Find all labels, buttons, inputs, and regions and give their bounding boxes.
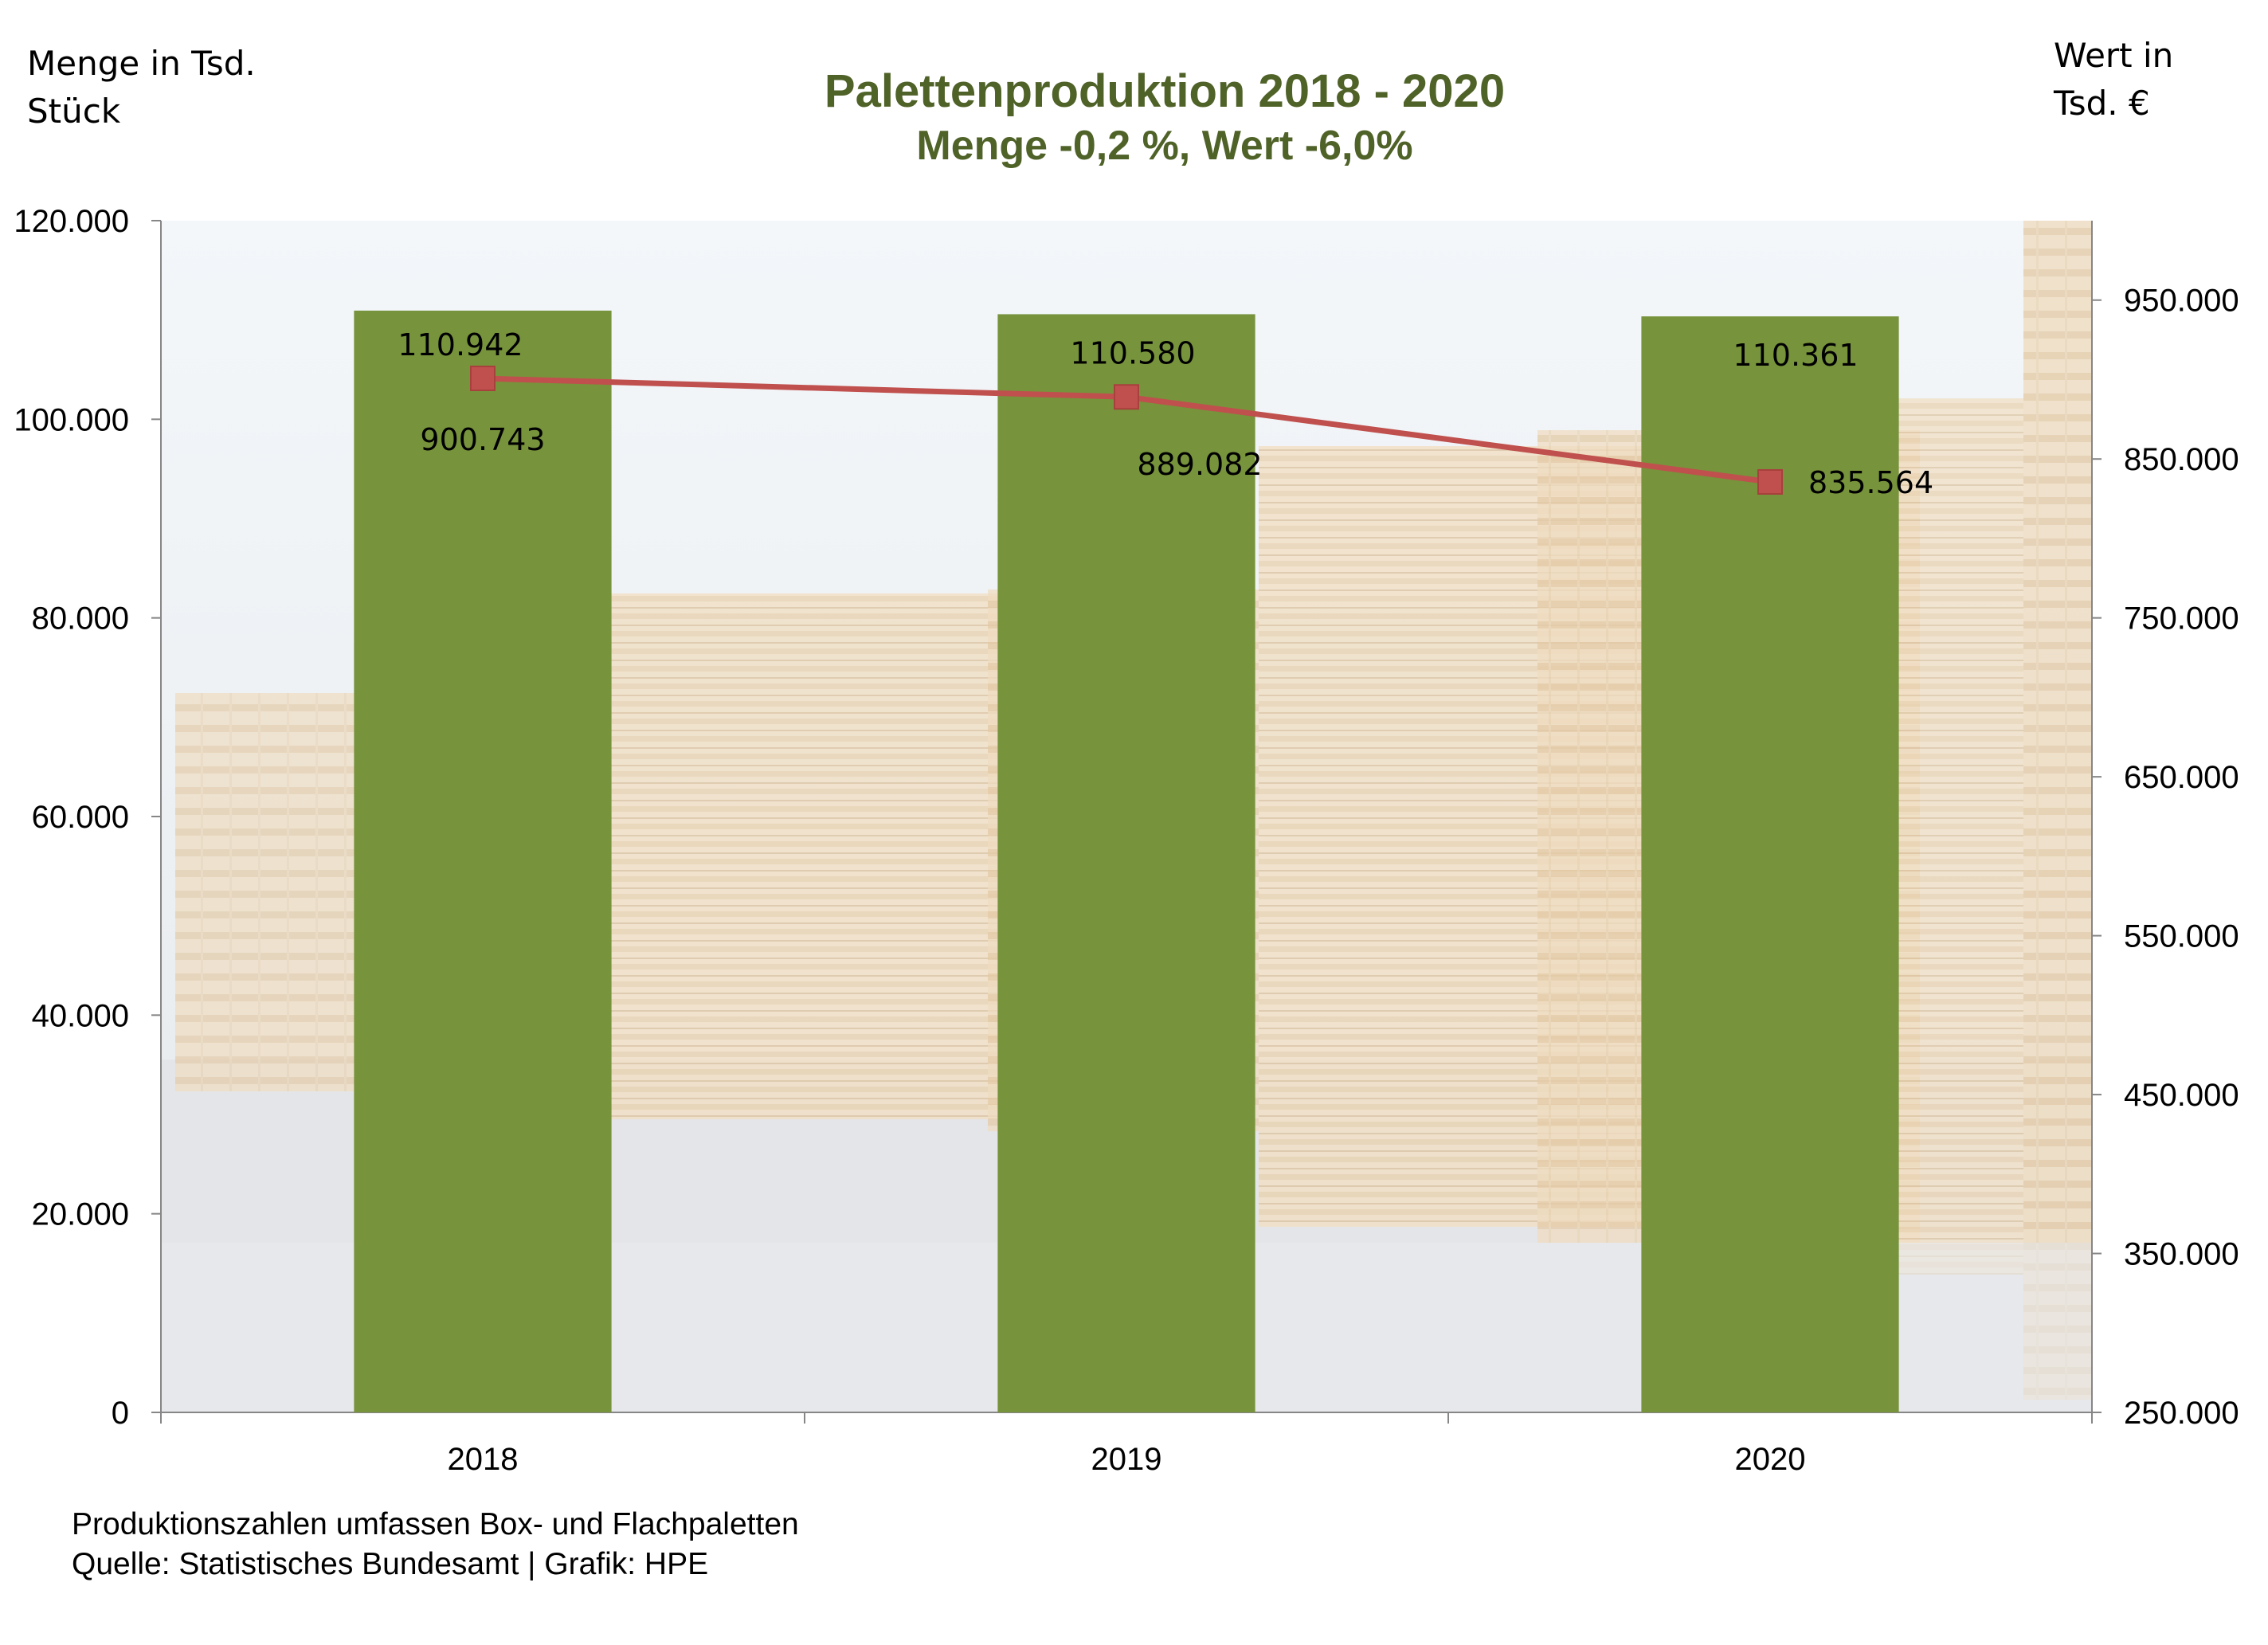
right-tick-label: 250.000	[2124, 1396, 2239, 1431]
line-marker-2018	[470, 365, 496, 391]
x-tick-label: 2019	[1091, 1442, 1162, 1477]
left-tick-label: 0	[112, 1396, 129, 1431]
left-tick-label: 120.000	[14, 204, 129, 239]
line-value-label: 889.082	[1137, 447, 1262, 482]
bar-value-label: 110.942	[398, 327, 523, 362]
right-tick-label: 850.000	[2124, 442, 2239, 477]
chart-subtitle: Menge -0,2 %, Wert -6,0%	[916, 123, 1412, 169]
right-tick-label: 750.000	[2124, 601, 2239, 636]
left-axis-ticks: 0 20.000 40.000 60.000 80.000 100.000 120.000	[14, 204, 161, 1431]
left-tick-label: 80.000	[32, 601, 129, 636]
footnote-line2: Quelle: Statistisches Bundesamt | Grafik…	[72, 1547, 708, 1581]
bar-2019	[997, 314, 1255, 1412]
bar-2018	[354, 310, 612, 1412]
line-series	[470, 365, 1783, 495]
right-tick-label: 650.000	[2124, 760, 2239, 795]
line-value-label: 900.743	[420, 422, 545, 457]
bar-value-label: 110.580	[1070, 335, 1195, 370]
footnote-line1: Produktionszahlen umfassen Box- und Flac…	[72, 1507, 799, 1541]
line-value-label: 835.564	[1808, 465, 1933, 500]
right-tick-label: 350.000	[2124, 1237, 2239, 1272]
right-tick-label: 450.000	[2124, 1078, 2239, 1113]
line-marker-2019	[1114, 384, 1139, 410]
axes: 020.00040.00060.00080.000100.000120.000 …	[14, 204, 2239, 1477]
bar-value-label: 110.361	[1733, 338, 1858, 373]
data-labels: 110.942 110.580 110.361 900.743 889.082 835.5…	[398, 327, 1933, 500]
left-tick-label: 100.000	[14, 402, 129, 437]
left-tick-label: 40.000	[32, 998, 129, 1033]
x-tick-label: 2020	[1735, 1442, 1806, 1477]
x-axis-ticks: 2018 2019 2020	[160, 1412, 2093, 1477]
bar-series	[354, 310, 1899, 1412]
line-marker-2020	[1757, 468, 1783, 495]
bar-2020	[1641, 316, 1899, 1412]
left-tick-label: 20.000	[32, 1197, 129, 1232]
right-axis-unit-line1: Wert in	[2054, 36, 2173, 75]
left-axis-unit-line2: Stück	[27, 92, 121, 131]
right-tick-label: 950.000	[2124, 284, 2239, 319]
x-tick-label: 2018	[448, 1442, 519, 1477]
left-axis-unit-line1: Menge in Tsd.	[27, 44, 256, 83]
right-axis-ticks: 250.000 350.000 450.000 550.000 650.000 750.0…	[2092, 284, 2239, 1431]
right-tick-label: 550.000	[2124, 919, 2239, 954]
left-tick-label: 60.000	[32, 800, 129, 835]
chart-title: Palettenproduktion 2018 - 2020	[825, 65, 1505, 117]
right-axis-unit-line2: Tsd. €	[2053, 84, 2150, 123]
